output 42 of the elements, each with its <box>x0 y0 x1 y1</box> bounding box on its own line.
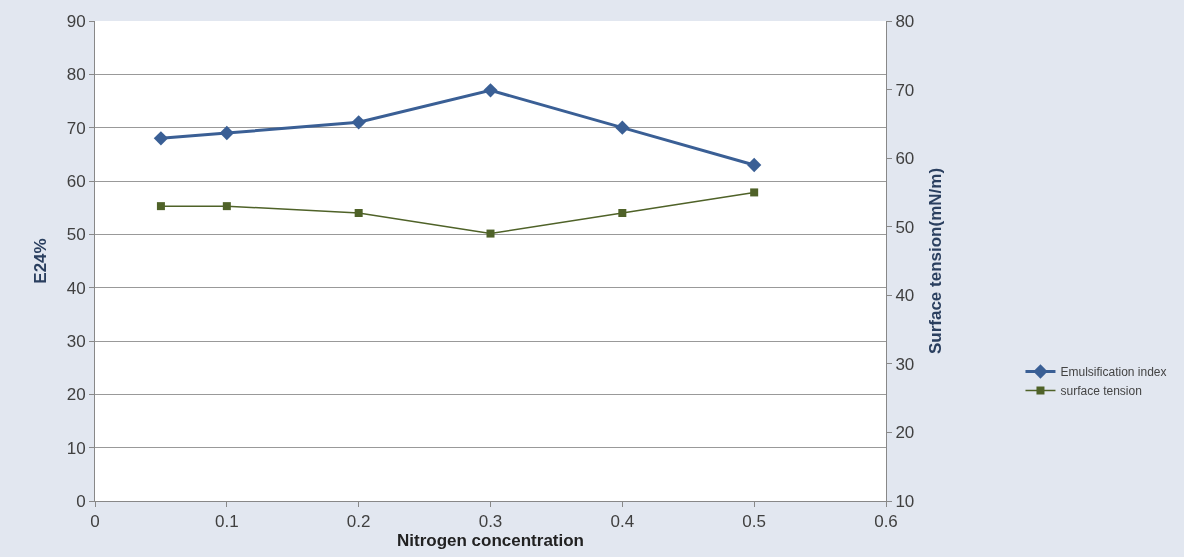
y-tick-label: 0 <box>76 491 86 511</box>
y2-tick-label: 80 <box>895 11 915 31</box>
x-tick-label: 0.4 <box>610 512 635 532</box>
point <box>486 229 495 238</box>
y2-tick-label: 70 <box>895 80 915 100</box>
y2-tick-label: 30 <box>895 354 915 374</box>
y-tick-label: 60 <box>66 171 86 191</box>
point <box>354 209 363 217</box>
y2-tick-label: 40 <box>895 286 915 306</box>
point <box>747 157 762 173</box>
y2-axis-title: Surface tension(mN/m) <box>925 167 945 355</box>
y2-tick-label: 50 <box>895 217 915 237</box>
y-tick-label: 30 <box>66 331 86 351</box>
legend-label: Emulsification index <box>1060 365 1167 380</box>
y2-tick-label: 10 <box>895 491 915 511</box>
y-axis-title: E24% <box>31 238 51 284</box>
point <box>750 188 759 197</box>
y2-tick-label: 60 <box>895 149 915 169</box>
y-tick-label: 80 <box>66 65 86 85</box>
y2-tick-label: 20 <box>895 423 915 443</box>
point <box>351 115 366 130</box>
point <box>615 120 630 135</box>
y-tick-label: 70 <box>66 118 86 138</box>
point <box>219 125 234 141</box>
point <box>222 202 231 211</box>
y-tick-label: 50 <box>66 225 86 245</box>
x-tick-label: 0 <box>90 512 100 532</box>
y-tick-label: 90 <box>66 11 86 31</box>
y-tick-label: 20 <box>66 385 86 405</box>
x-tick-label: 0.5 <box>742 512 766 532</box>
x-tick-label: 0.2 <box>346 512 371 532</box>
legend-label: surface tension <box>1060 384 1142 399</box>
point <box>483 83 498 98</box>
point <box>156 202 165 211</box>
x-tick-label: 0.3 <box>478 512 503 532</box>
y-tick-label: 40 <box>66 278 86 298</box>
x-tick-label: 0.6 <box>874 512 898 532</box>
point <box>153 131 169 146</box>
x-axis-title: Nitrogen concentration <box>396 531 585 551</box>
x-tick-label: 0.1 <box>215 512 239 532</box>
y-tick-label: 10 <box>66 438 86 458</box>
point <box>618 209 627 217</box>
